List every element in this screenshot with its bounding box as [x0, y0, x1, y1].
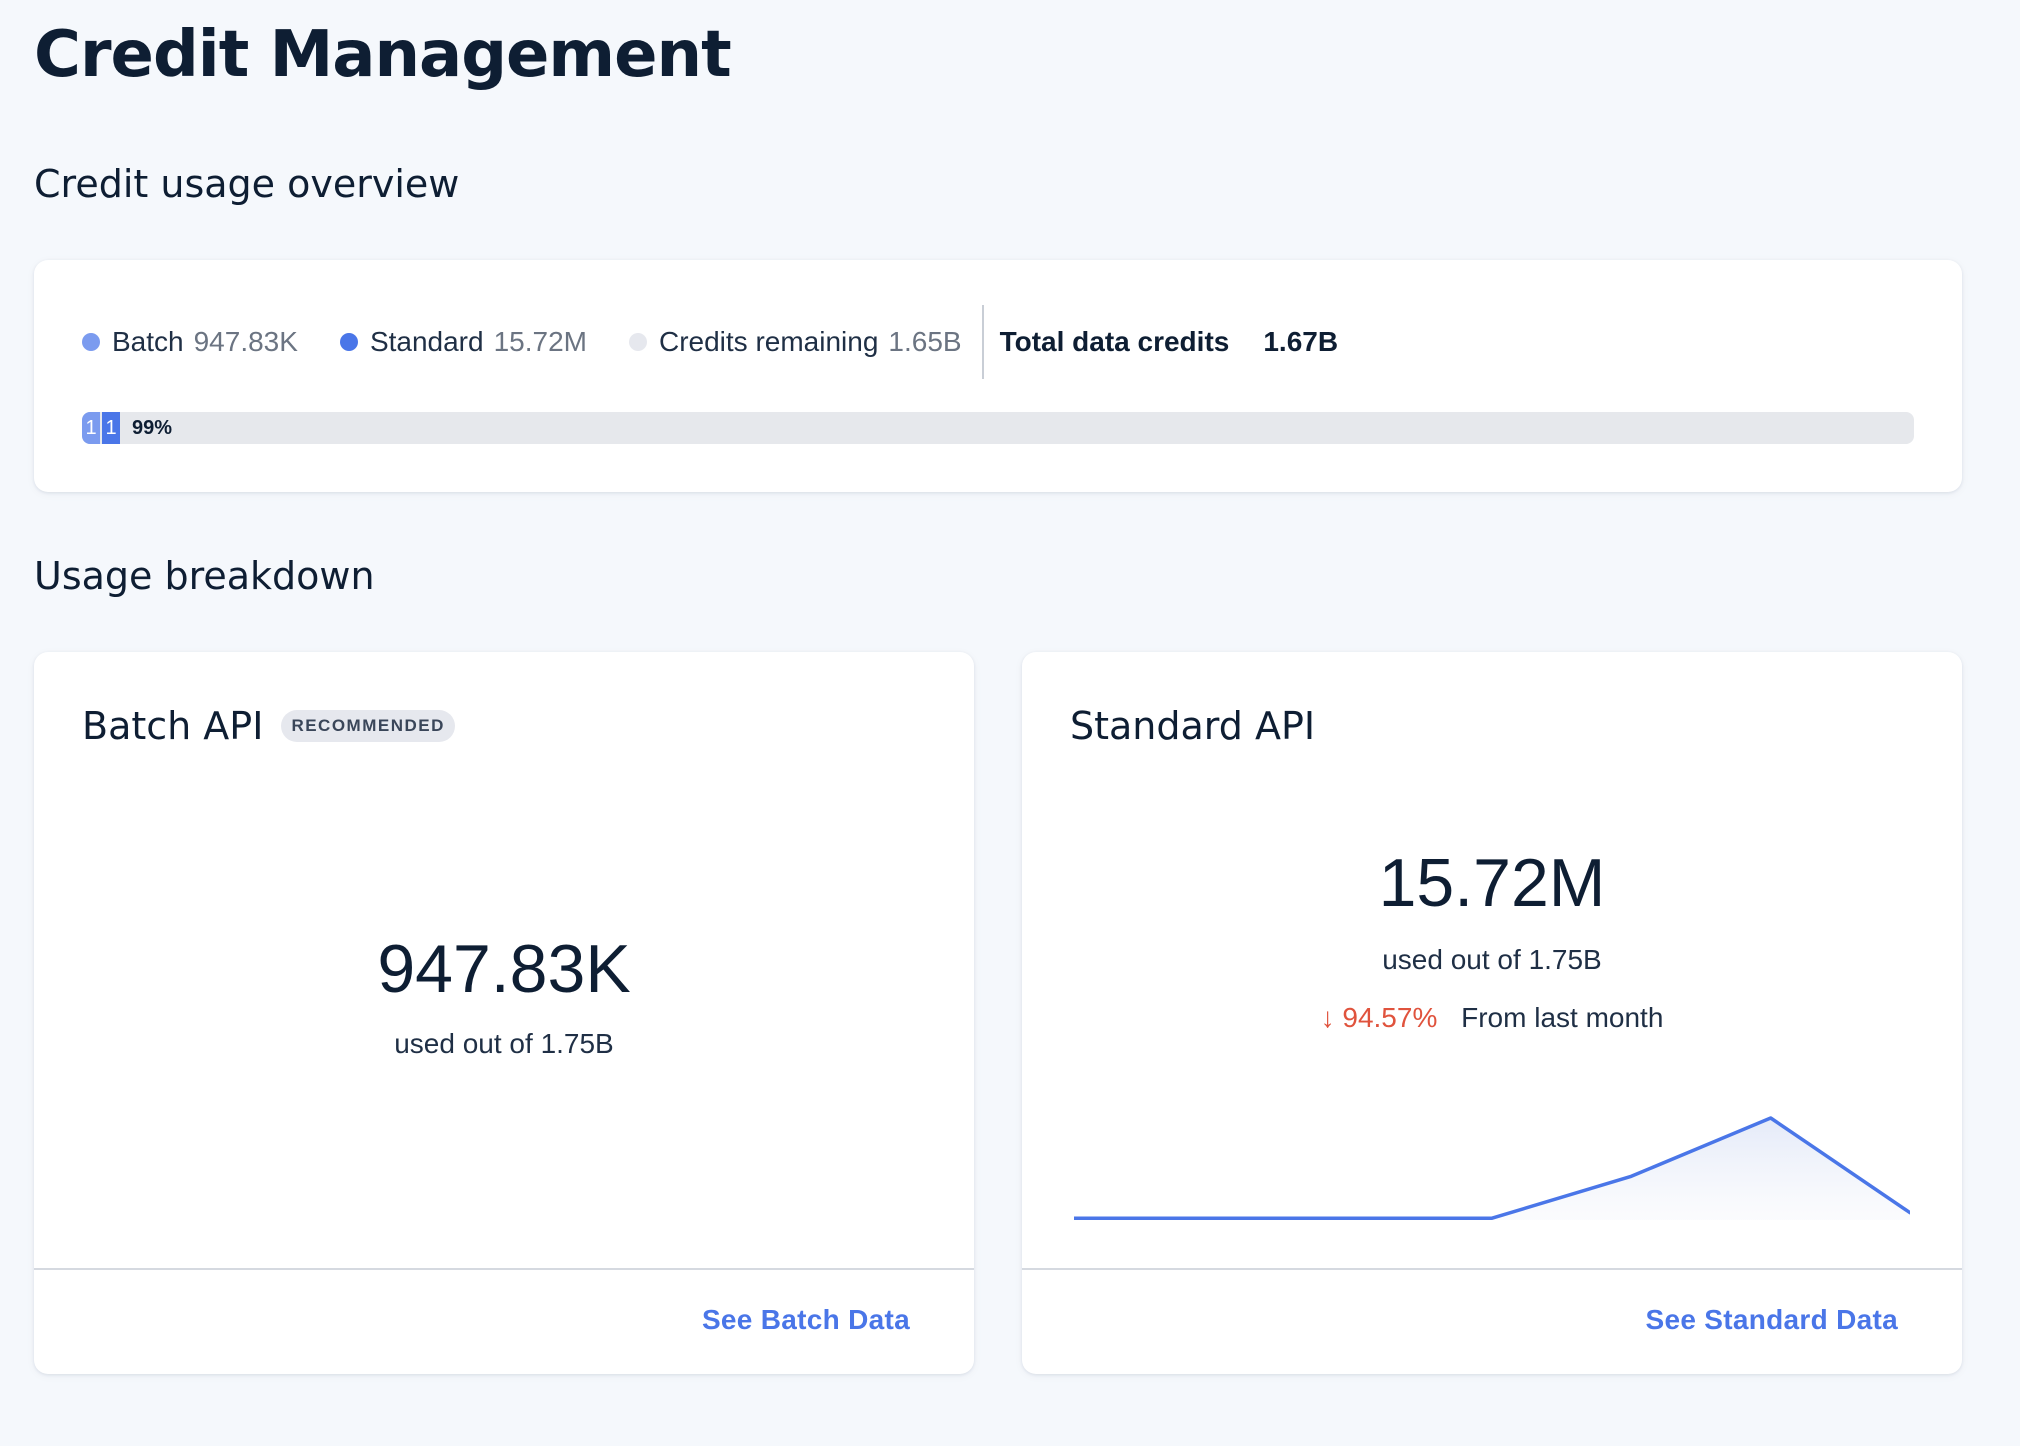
trend-label: From last month: [1461, 1002, 1664, 1033]
see-batch-data-link[interactable]: See Batch Data: [701, 1304, 910, 1335]
sparkline-area: [1074, 1118, 1910, 1220]
batch-api-title: Batch API: [82, 704, 264, 748]
legend-remaining-value: 1.65B: [888, 326, 962, 357]
legend-divider: [981, 305, 984, 379]
legend-batch-label: Batch: [112, 326, 184, 357]
legend-item-remaining: Credits remaining 1.65B: [628, 326, 962, 358]
total-data-credits-value: 1.67B: [1263, 326, 1339, 357]
credit-usage-progress-bar: 1 1 99%: [82, 412, 1914, 444]
trend-down-value: ↓ 94.57%: [1320, 1002, 1438, 1033]
see-standard-data-link[interactable]: See Standard Data: [1645, 1304, 1898, 1335]
usage-legend: Batch 947.83K Standard 15.72M Credits re…: [82, 304, 1338, 380]
standard-usage-segment: 1: [102, 412, 120, 444]
credit-usage-overview-heading: Credit usage overview: [34, 162, 460, 206]
standard-usage-sparkline: [1074, 1116, 1910, 1220]
standard-api-title: Standard API: [1070, 704, 1316, 748]
standard-card-footer: See Standard Data: [1022, 1268, 1962, 1374]
legend-remaining-label: Credits remaining: [658, 326, 879, 357]
remaining-percent-label: 99%: [132, 417, 173, 439]
legend-standard-label: Standard: [369, 326, 484, 357]
standard-api-title-row: Standard API: [1070, 704, 1315, 748]
batch-usage-value: 947.83K: [377, 931, 631, 1007]
batch-card-footer: See Batch Data: [34, 1268, 974, 1374]
standard-usage-value: 15.72M: [1378, 845, 1606, 921]
standard-api-card: Standard API 15.72M used out of 1.75B ↓ …: [1022, 652, 1962, 1374]
legend-item-batch: Batch 947.83K: [82, 326, 298, 358]
batch-usage-segment: 1: [82, 412, 100, 444]
legend-batch-value: 947.83K: [193, 326, 298, 357]
credit-usage-overview-card: Batch 947.83K Standard 15.72M Credits re…: [34, 260, 1962, 492]
recommended-badge: RECOMMENDED: [281, 710, 455, 742]
total-data-credits-label: Total data credits: [999, 326, 1230, 357]
page-title: Credit Management: [34, 18, 732, 92]
batch-usage-subtext: used out of 1.75B: [394, 1028, 614, 1059]
standard-usage-subtext: used out of 1.75B: [1382, 944, 1602, 975]
batch-api-card: Batch API RECOMMENDED 947.83K used out o…: [34, 652, 974, 1374]
standard-trend: ↓ 94.57% From last month: [1022, 1002, 1962, 1034]
batch-api-title-row: Batch API RECOMMENDED: [82, 704, 455, 748]
legend-item-standard: Standard 15.72M: [339, 326, 587, 358]
remaining-dot-icon: [628, 333, 647, 351]
usage-breakdown-heading: Usage breakdown: [34, 554, 375, 598]
standard-dot-icon: [339, 333, 358, 351]
sparkline-line: [1074, 1116, 1910, 1220]
batch-dot-icon: [82, 333, 100, 351]
legend-standard-value: 15.72M: [493, 326, 587, 357]
